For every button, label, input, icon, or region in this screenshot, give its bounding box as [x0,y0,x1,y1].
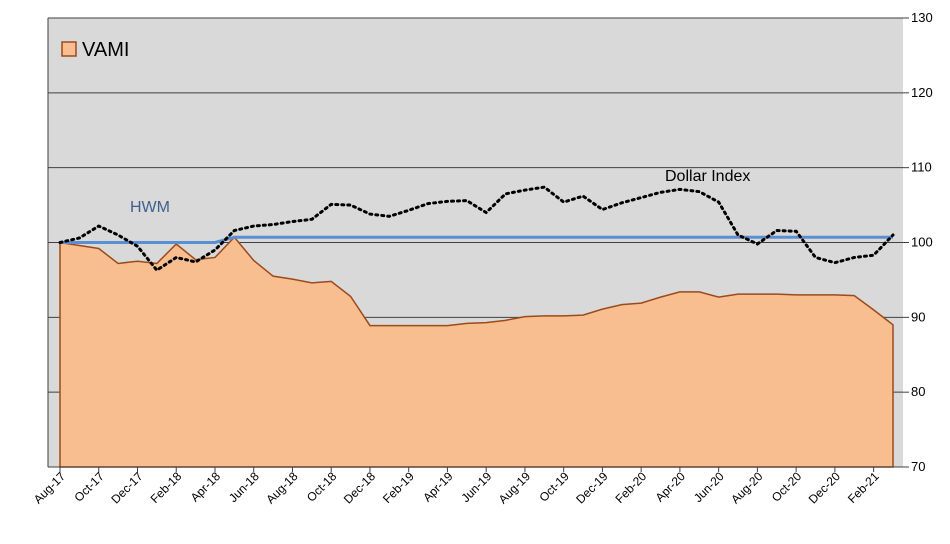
x-tick-label: Jun-20 [691,469,727,505]
x-tick-label: Feb-19 [380,469,417,506]
legend-swatch [61,41,77,57]
x-tick-label: Feb-20 [612,469,649,506]
x-tick-label: Apr-19 [420,469,456,505]
area [59,236,894,468]
y-tick-label: 90 [911,309,925,324]
dotted-line [58,185,895,273]
x-tick-label: Aug-19 [496,469,533,506]
x-tick-label: Aug-17 [31,469,68,506]
y-tick-label: 80 [911,384,925,399]
annotation: HWM [130,199,170,216]
x-tick-label: Apr-18 [188,469,224,505]
x-tick-label: Jun-19 [458,469,494,505]
legend-label: VAMI [82,39,129,61]
x-tick-label: Apr-20 [653,469,689,505]
y-tick-label: 70 [911,459,925,474]
x-tick-label: Oct-19 [536,469,572,505]
x-tick-label: Aug-18 [263,469,300,506]
y-tick-label: 130 [911,10,933,25]
annotation: Dollar Index [665,168,750,185]
x-tick-label: Oct-17 [71,469,107,505]
x-tick-label: Aug-20 [728,469,765,506]
x-tick-label: Dec-20 [806,469,843,506]
x-tick-label: Dec-18 [341,469,378,506]
x-tick-label: Jun-18 [226,469,262,505]
x-tick-label: Feb-18 [148,469,185,506]
x-tick-label: Feb-21 [845,469,882,506]
y-tick-label: 110 [911,160,932,175]
line [60,235,893,244]
x-tick-label: Dec-19 [573,469,610,506]
y-tick-label: 100 [911,235,933,250]
x-tick-label: Oct-18 [304,469,340,505]
x-tick-label: Dec-17 [108,469,145,506]
y-tick-label: 120 [911,85,933,100]
x-tick-label: Oct-20 [769,469,805,505]
